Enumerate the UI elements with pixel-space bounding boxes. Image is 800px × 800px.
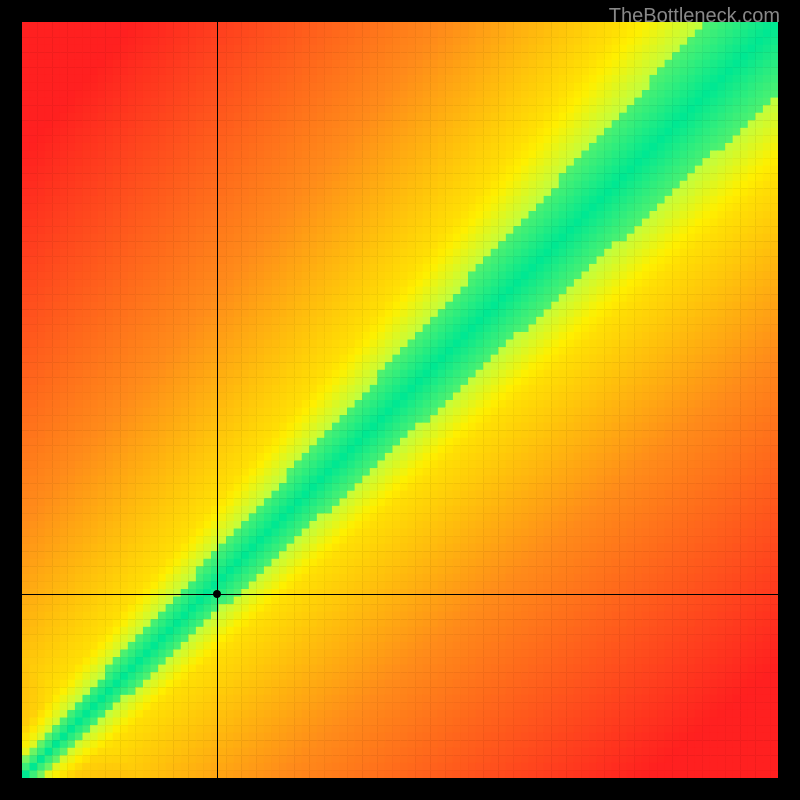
crosshair-vertical [217,22,218,778]
chart-container: TheBottleneck.com [0,0,800,800]
heatmap-canvas [22,22,778,778]
marker-dot [213,590,221,598]
heatmap-plot [22,22,778,778]
crosshair-horizontal [22,594,778,595]
